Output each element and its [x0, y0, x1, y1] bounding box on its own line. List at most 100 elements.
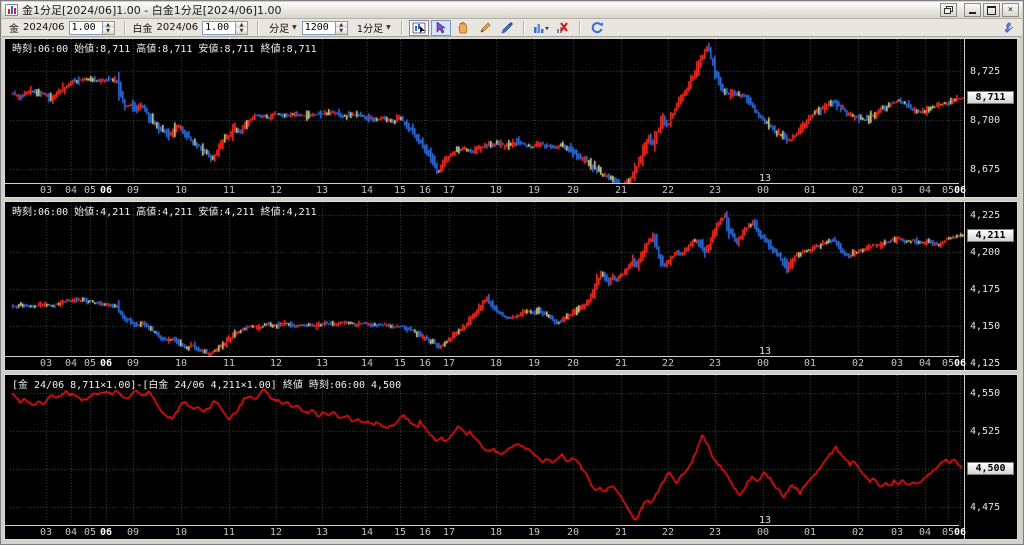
bar-count-spinner[interactable]: ▲▼ — [301, 20, 348, 35]
plot-border — [964, 39, 965, 197]
time-tick-label: 14 — [360, 185, 374, 196]
time-tick-label: 15 — [393, 527, 407, 538]
time-tick-label: 22 — [661, 358, 675, 369]
draw-pencil-button[interactable] — [475, 20, 495, 36]
time-tick-label: 01 — [803, 527, 817, 538]
refresh-button[interactable] — [587, 20, 607, 36]
plot-border — [964, 202, 965, 370]
settings-wrench-button[interactable] — [997, 20, 1017, 36]
time-tick-label: 09 — [126, 185, 140, 196]
time-tick-label: 20 — [566, 358, 580, 369]
current-price-box: 4,500 — [967, 462, 1014, 475]
toolbar-separator — [522, 20, 525, 35]
time-tick-label: 04 — [918, 358, 932, 369]
platinum-price-axis[interactable]: 4,225 4,200 4,175 4,150 4,125 4,211 — [965, 202, 1017, 370]
panel-separator — [3, 371, 1019, 374]
gold-symbol-label: 金 — [9, 24, 19, 35]
gold-multiplier-spinner[interactable]: ▲▼ — [68, 20, 115, 35]
time-tick-label: 23 — [708, 358, 722, 369]
gold-candlestick-canvas[interactable] — [10, 39, 964, 185]
price-tick-label: 4,525 — [970, 426, 1001, 437]
time-tick-label: 12 — [269, 185, 283, 196]
spread-time-axis[interactable]: 03 04 05 06 09 10 11 12 13 14 15 16 17 18 19 20 21 22 23 00… — [5, 525, 966, 539]
chart-crosshair-icon — [412, 22, 426, 33]
time-tick-label: 12 — [269, 527, 283, 538]
platinum-multiplier-input[interactable] — [202, 20, 237, 35]
time-tick-label: 05 — [83, 185, 97, 196]
float-window-button[interactable] — [940, 3, 957, 17]
time-tick-label: 06 — [99, 358, 113, 369]
time-tick-label: 14 — [360, 358, 374, 369]
time-tick-label: 01 — [803, 358, 817, 369]
spin-down-icon[interactable]: ▼ — [236, 27, 248, 34]
price-tick-label: 4,125 — [970, 358, 1001, 369]
current-price-box: 8,711 — [967, 91, 1014, 105]
time-tick-label: 11 — [222, 358, 236, 369]
date-marker: 13 — [759, 173, 772, 184]
time-tick-label: 18 — [489, 185, 503, 196]
price-tick-label: 4,550 — [970, 388, 1001, 399]
time-tick-label: 05 — [83, 358, 97, 369]
time-tick-label: 14 — [360, 527, 374, 538]
spin-up-icon[interactable]: ▲ — [335, 21, 347, 28]
delete-drawing-button[interactable] — [553, 20, 573, 36]
gold-time-axis[interactable]: 03 04 05 06 09 10 11 12 13 14 15 16 17 18 19 20 21 22 23 00… — [5, 183, 966, 197]
time-tick-label: 10 — [174, 358, 188, 369]
time-tick-label: 16 — [418, 185, 432, 196]
time-tick-label: 13 — [315, 185, 329, 196]
time-tick-label: 16 — [418, 358, 432, 369]
select-cursor-button[interactable] — [430, 19, 451, 36]
time-tick-label: 03 — [39, 358, 53, 369]
gold-price-axis[interactable]: 8,725 8,700 8,675 8,711 — [965, 39, 1017, 197]
price-tick-label: 4,150 — [970, 321, 1001, 332]
chart-panel-spread: [金 24/06 8,711×1.00]-[白金 24/06 4,211×1.0… — [4, 374, 1018, 540]
pan-hand-button[interactable] — [453, 20, 473, 36]
toolbar-separator — [578, 20, 581, 35]
interval-dropdown[interactable]: 1分足 ▼ — [356, 24, 391, 35]
time-tick-label: 09 — [126, 527, 140, 538]
toolbar-separator — [400, 20, 403, 35]
maximize-button[interactable] — [983, 3, 1000, 17]
spin-up-icon[interactable]: ▲ — [236, 21, 248, 28]
platinum-candlestick-canvas[interactable] — [10, 202, 964, 358]
pencil-icon — [480, 22, 491, 32]
panel-separator — [3, 198, 1019, 201]
time-tick-label: 00 — [756, 358, 770, 369]
time-tick-label: 22 — [661, 185, 675, 196]
time-tick-label: 15 — [393, 358, 407, 369]
close-button[interactable]: × — [1002, 3, 1019, 17]
wrench-icon — [1004, 22, 1013, 33]
time-tick-label: 03 — [890, 527, 904, 538]
time-tick-label: 01 — [803, 185, 817, 196]
minimize-button[interactable] — [964, 3, 981, 17]
draw-pen-button[interactable] — [497, 20, 517, 36]
spin-down-icon[interactable]: ▼ — [335, 27, 347, 34]
price-tick-label: 4,475 — [970, 502, 1001, 513]
price-tick-label: 4,200 — [970, 247, 1001, 258]
gold-contract-month: 2024/06 — [23, 22, 65, 33]
gold-multiplier-input[interactable] — [68, 20, 103, 35]
title-bar[interactable]: 金1分足[2024/06]1.00 - 白金1分足[2024/06]1.00 × — [2, 2, 1022, 19]
period-type-dropdown[interactable]: 分足 ▼ — [269, 24, 297, 35]
plot-border — [964, 375, 965, 539]
indicator-chart-button[interactable] — [531, 20, 551, 36]
price-tick-label: 4,225 — [970, 210, 1001, 221]
bar-count-input[interactable] — [301, 20, 336, 35]
time-tick-label: 05 — [941, 185, 955, 196]
crosshair-mode-button[interactable] — [408, 19, 429, 36]
platinum-time-axis[interactable]: 03 04 05 06 09 10 11 12 13 14 15 16 17 18 19 20 21 22 23 00… — [5, 356, 966, 370]
time-tick-label: 20 — [566, 185, 580, 196]
time-tick-label: 16 — [418, 527, 432, 538]
price-tick-label: 4,175 — [970, 284, 1001, 295]
time-tick-label: 03 — [890, 358, 904, 369]
time-tick-label: 18 — [489, 358, 503, 369]
platinum-multiplier-spinner[interactable]: ▲▼ — [202, 20, 249, 35]
spin-up-icon[interactable]: ▲ — [102, 21, 114, 28]
time-tick-label: 11 — [222, 185, 236, 196]
spread-line-canvas[interactable] — [10, 375, 964, 527]
date-marker: 13 — [759, 346, 772, 357]
spin-down-icon[interactable]: ▼ — [102, 27, 114, 34]
date-marker: 13 — [759, 515, 772, 526]
time-tick-label: 05 — [83, 527, 97, 538]
